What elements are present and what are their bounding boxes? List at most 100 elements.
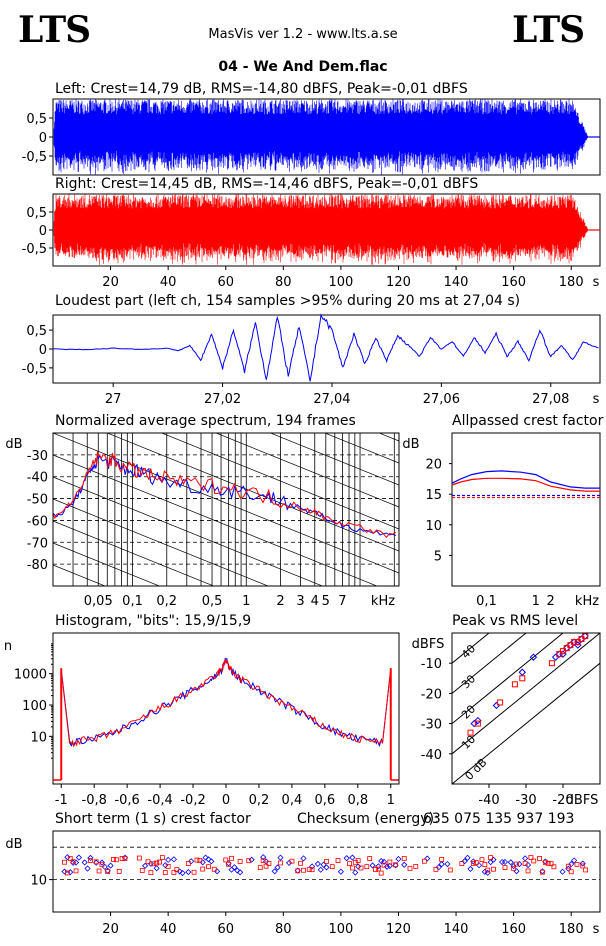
histogram-ytick-label: 100 <box>22 699 47 714</box>
short-term-right-point <box>413 864 419 869</box>
short-term-right-point <box>119 856 125 861</box>
short-term-left-point <box>355 863 362 870</box>
allpassed-xunit: kHz <box>575 594 599 609</box>
spectrum-slope-line <box>215 433 399 508</box>
short-term-left-point <box>510 863 517 870</box>
short-term-right-point <box>565 863 571 869</box>
spectrum-ytick-label: -70 <box>27 536 48 551</box>
short-term-xtick-label: 60 <box>217 922 234 937</box>
short-term-right-point <box>116 869 122 874</box>
peak-rms-right-point <box>574 639 581 646</box>
short-term-right-point <box>122 855 128 861</box>
histogram-xtick-label: -0,6 <box>114 793 139 808</box>
short-term-right-point <box>482 862 488 868</box>
short-term-left-point <box>81 859 88 866</box>
peak-rms-ytick-label: -20 <box>421 687 442 702</box>
allpassed-ylabel: dB <box>402 437 419 452</box>
short-term-right-point <box>350 865 355 871</box>
short-term-left-point <box>568 861 575 868</box>
short-term-left-point <box>317 866 324 873</box>
short-term-left-point <box>516 861 523 868</box>
short-term-right-point <box>407 865 413 871</box>
short-term-xtick-label: 100 <box>328 922 353 937</box>
short-term-right-point <box>479 857 485 863</box>
short-term-right-point <box>136 855 142 861</box>
histogram-xtick-label: -0,8 <box>82 793 107 808</box>
short-term-left-point <box>323 864 330 871</box>
short-term-right-point <box>145 859 151 865</box>
short-term-left-point <box>208 858 215 865</box>
spectrum-slope-line <box>53 520 215 586</box>
spectrum-slope-line <box>378 433 399 442</box>
loudest-xtick-label: 27,02 <box>204 392 241 407</box>
short-term-right-point <box>324 858 329 864</box>
short-term-left-point <box>185 868 192 876</box>
short-term-right-point <box>96 868 102 874</box>
short-term-left-point <box>300 855 307 862</box>
peak-rms-title: Peak vs RMS level <box>452 613 579 629</box>
short-term-xtick-label: 180 <box>559 922 584 937</box>
short-term-left-point <box>199 859 206 866</box>
short-term-right-point <box>525 868 531 874</box>
short-term-right-point <box>583 867 589 873</box>
short-term-xtick-label: 120 <box>386 922 411 937</box>
short-term-right-point <box>439 857 445 862</box>
spectrum-xtick-label: 2 <box>276 594 284 609</box>
short-term-right-point <box>278 860 283 866</box>
short-term-left-point <box>343 855 350 862</box>
short-term-right-point <box>447 867 453 873</box>
short-term-left-point <box>228 866 235 873</box>
short-term-right-point <box>485 867 491 873</box>
short-term-ytick-label: 10 <box>30 874 47 889</box>
short-term-left-point <box>202 854 209 861</box>
histogram-frame <box>52 632 400 785</box>
short-term-right-point <box>421 858 427 864</box>
short-term-right-point <box>263 863 269 869</box>
peak-rms-xunit: dBFS <box>566 793 599 808</box>
spectrum-slope-line <box>323 433 399 464</box>
short-term-xtick-label: 140 <box>444 922 469 937</box>
loudest-ytick-label: -0,5 <box>22 362 47 377</box>
short-term-right-point <box>491 866 496 872</box>
waveform-xtick-label: 120 <box>386 275 411 290</box>
histogram-xtick-label: 0 <box>222 793 230 808</box>
spectrum-ytick-label: -30 <box>27 449 48 464</box>
waveform-xtick-label: 140 <box>444 275 469 290</box>
short-term-crest-title: Short term (1 s) crest factor <box>55 811 251 827</box>
allpassed-ytick-label: 20 <box>425 458 442 473</box>
short-term-right-point <box>206 864 211 870</box>
loudest-ytick-label: 0,5 <box>26 324 47 339</box>
short-term-right-point <box>364 864 370 870</box>
short-term-right-point <box>387 859 393 865</box>
short-term-right-point <box>378 870 384 876</box>
short-term-left-point <box>205 856 212 863</box>
short-term-left-point <box>179 869 186 877</box>
short-term-left-point <box>176 868 183 875</box>
short-term-left-point <box>507 859 514 866</box>
short-term-left-point <box>476 862 483 869</box>
short-term-right-point <box>289 858 295 864</box>
short-term-right-point <box>301 867 306 873</box>
short-term-right-point <box>223 857 229 863</box>
short-term-right-point <box>229 855 234 861</box>
short-term-left-point <box>87 854 94 862</box>
histogram-ytick-label: 10 <box>30 730 47 745</box>
loudest-xtick-label: 27,06 <box>423 392 460 407</box>
short-term-left-point <box>571 857 578 864</box>
histogram-ytick-label: 1000 <box>14 668 47 683</box>
histogram-xtick-label: -1 <box>55 793 68 808</box>
short-term-right-point <box>522 861 528 866</box>
spectrum-xtick-label: 0,5 <box>202 594 223 609</box>
short-term-right-point <box>545 860 551 866</box>
short-term-right-point <box>111 857 116 862</box>
short-term-right-point <box>197 858 203 863</box>
peak-rms-crest-line <box>452 633 564 725</box>
loudest-xtick-label: 27 <box>105 392 122 407</box>
short-term-left-point <box>579 860 586 867</box>
short-term-right-point <box>459 861 465 867</box>
waveform-xtick-label: 160 <box>501 275 526 290</box>
peak-rms-right-point <box>567 642 574 649</box>
short-term-right-point <box>99 861 105 867</box>
histogram-xtick-label: 0,4 <box>282 793 303 808</box>
